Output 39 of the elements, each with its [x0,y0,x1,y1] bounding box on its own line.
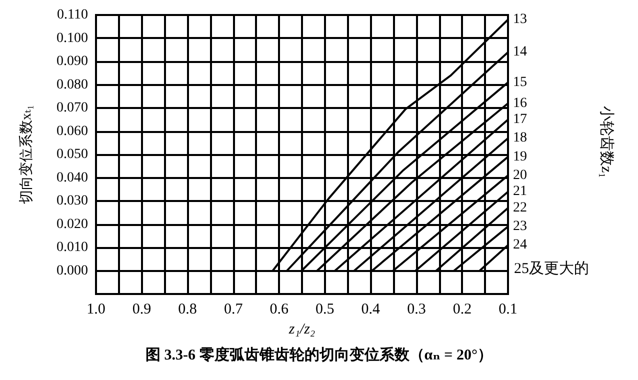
series-label: 23 [513,219,527,234]
series-label: 15 [513,74,527,90]
series-label: 24 [513,238,527,253]
x-axis-title: z₁/z₂ [288,322,316,338]
series-label: 17 [513,112,527,128]
y-tick-label: 0.080 [56,77,88,92]
x-tick-label: 0.5 [316,302,334,318]
y-tick-label: 0.040 [56,170,88,186]
y-tick-label: 0.010 [56,240,88,255]
series-label: 21 [513,184,527,200]
x-tick-label: 0.9 [132,302,152,318]
series-label: 16 [513,96,527,111]
y-tick-label: 0.110 [57,8,88,22]
legend-title: 小轮齿数z₁ [598,106,615,178]
x-tick-label: 0.2 [452,302,472,318]
series-label: 22 [513,200,527,216]
y-tick-label: 0.100 [56,30,88,46]
text: 图 3.3-6 零度弧齿锥齿轮的切向变位系数（αₙ = 20°） [146,346,492,364]
x-tick-label: 0.1 [498,302,518,318]
series-label: 14 [513,44,527,60]
y-tick-label: 0.090 [56,54,88,69]
series-label: 18 [513,130,527,146]
y-tick-label: 0.030 [56,194,88,208]
y-tick-label: 0.050 [56,147,88,162]
x-tick-label: 0.3 [407,302,426,318]
series-label: 13 [513,12,527,28]
y-tick-label: 0.020 [56,216,88,232]
x-tick-label: 0.4 [361,302,381,318]
series-label: 19 [513,149,527,164]
series-label: 20 [513,168,527,183]
y-tick-label: 0.060 [56,124,88,139]
x-tick-label: 1.0 [86,302,106,318]
y-tick-label: 0.070 [56,100,88,116]
x-tick-label: 0.7 [224,302,244,318]
text: 25及更大的 [514,260,589,277]
x-tick-label: 0.8 [178,302,197,318]
y-tick-label: 0.000 [56,263,88,278]
y-axis-title: 切向变位系数xₜ₁ [18,104,34,204]
x-tick-label: 0.6 [270,302,289,318]
